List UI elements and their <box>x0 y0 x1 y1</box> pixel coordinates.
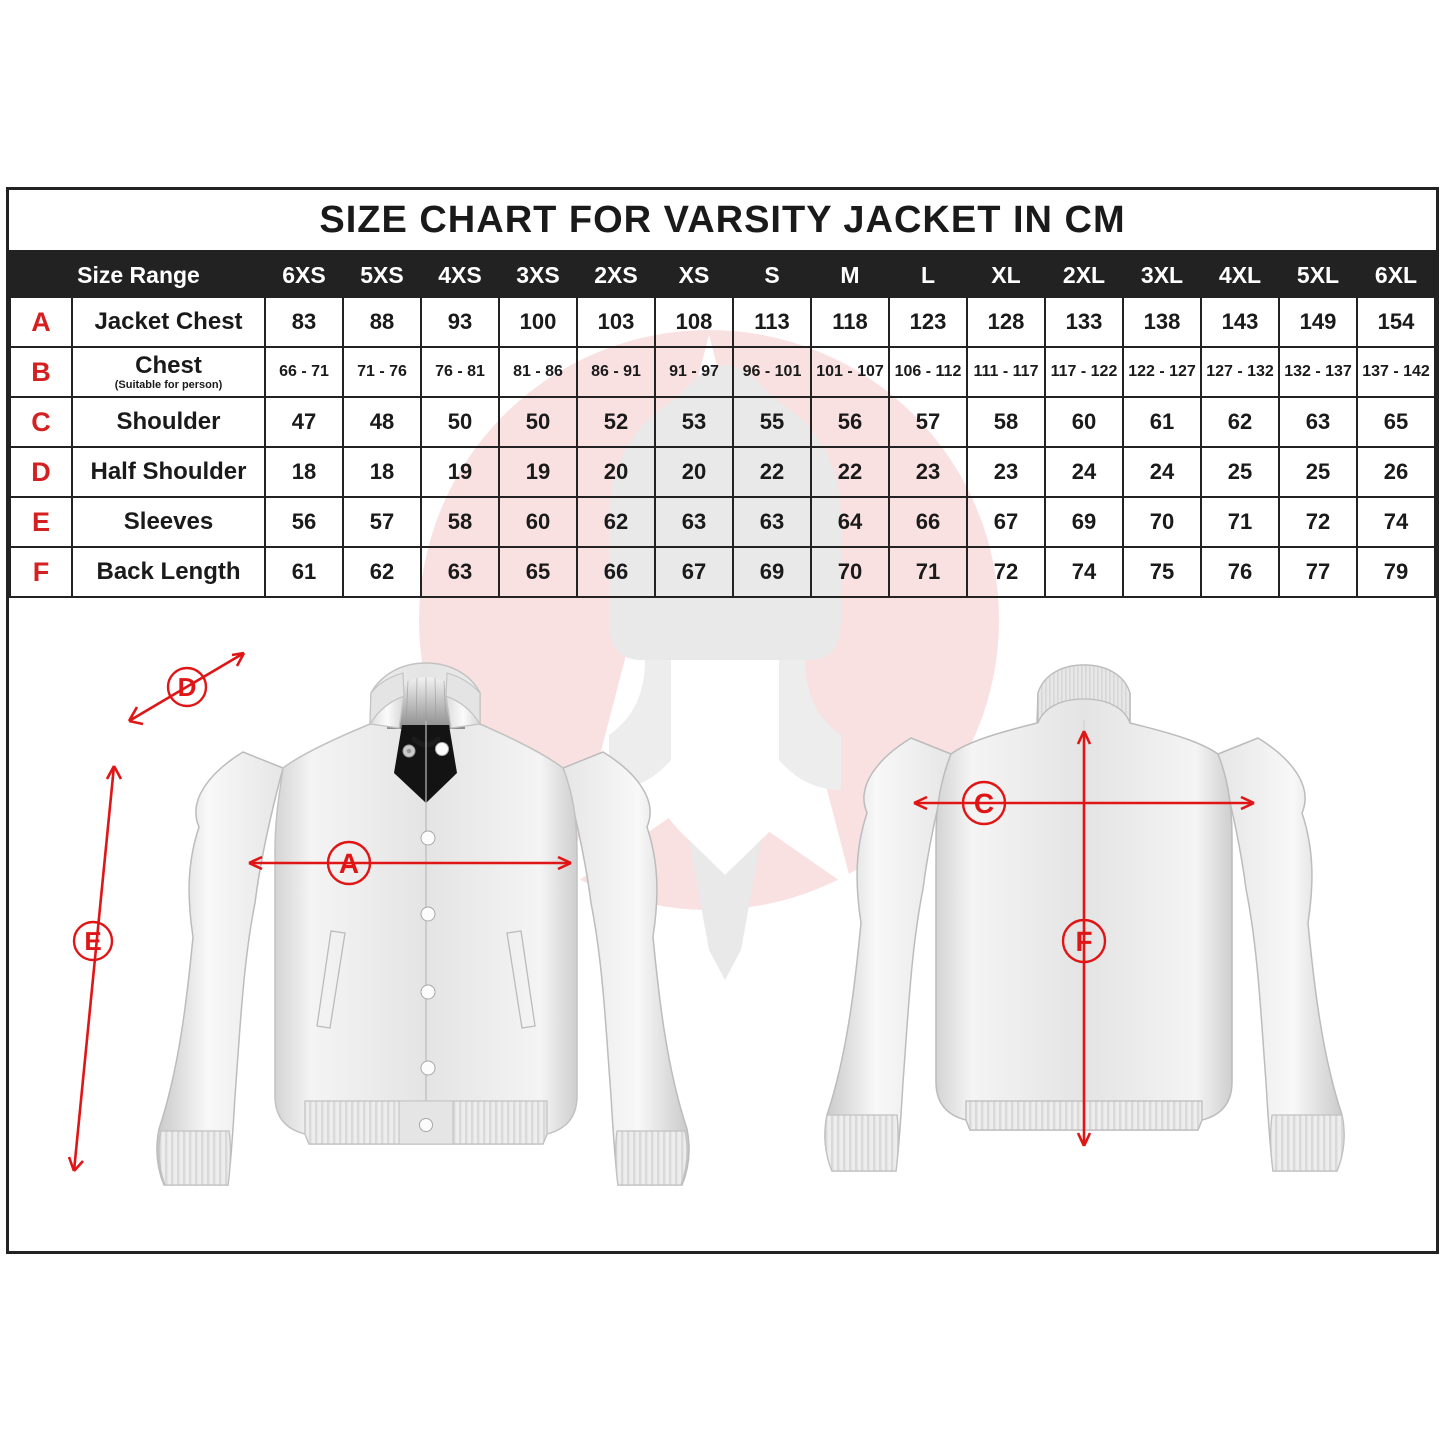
svg-text:A: A <box>339 848 359 879</box>
svg-text:C: C <box>974 788 994 819</box>
svg-text:E: E <box>84 926 101 956</box>
svg-text:F: F <box>1075 926 1092 957</box>
svg-text:D: D <box>178 672 197 702</box>
